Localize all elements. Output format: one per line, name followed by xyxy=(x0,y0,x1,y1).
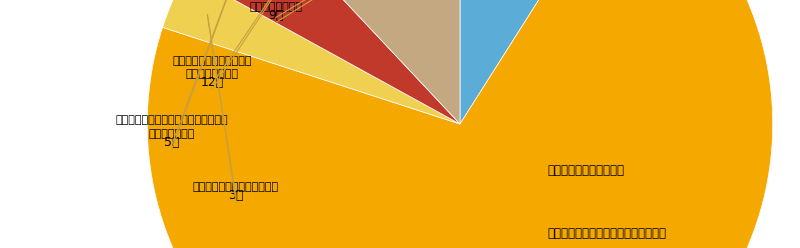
Text: 5％: 5％ xyxy=(164,136,180,149)
Text: 転職や、何らかの働き方の: 転職や、何らかの働き方の xyxy=(172,56,252,66)
Text: 12％: 12％ xyxy=(200,76,224,89)
Wedge shape xyxy=(460,0,627,124)
Text: 3％: 3％ xyxy=(228,189,244,202)
Text: 特に考えていない: 特に考えていない xyxy=(250,2,302,12)
Text: 独立して、会社を設立したい: 独立して、会社を設立したい xyxy=(193,182,279,192)
Text: 今の組織の中で昇進し、: 今の組織の中で昇進し、 xyxy=(547,164,625,177)
Text: より大きな責任を持って仕事をしたい: より大きな責任を持って仕事をしたい xyxy=(547,227,666,240)
Wedge shape xyxy=(186,0,460,124)
Wedge shape xyxy=(162,0,460,124)
Text: 9％: 9％ xyxy=(268,9,284,22)
Wedge shape xyxy=(246,0,460,124)
Text: 変更を考えている: 変更を考えている xyxy=(186,69,238,79)
Wedge shape xyxy=(147,0,773,248)
Text: 独立して、フリーランス・個人事業主: 独立して、フリーランス・個人事業主 xyxy=(116,115,228,125)
Text: として働きたい: として働きたい xyxy=(149,129,195,139)
